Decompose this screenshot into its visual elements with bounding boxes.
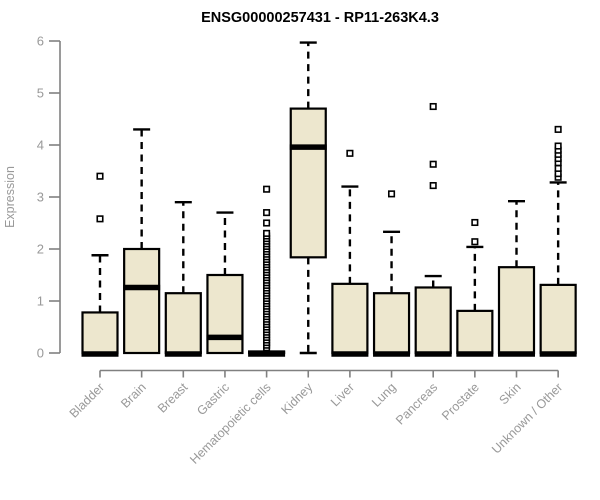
box-rect (539, 283, 577, 355)
box-rect (81, 311, 119, 355)
outlier-point (346, 149, 354, 157)
outlier-point (554, 164, 562, 172)
boxplot-hematopoietic-cells (248, 185, 286, 357)
boxplot-breast (164, 200, 202, 357)
x-category-label: Hematopoietic cells (187, 380, 274, 467)
x-category-label: Breast (155, 380, 191, 416)
y-tick-label: 5 (37, 86, 44, 101)
outlier-point (263, 219, 271, 227)
x-category-label: Gastric (194, 380, 232, 418)
outlier-point (429, 102, 437, 111)
boxplot-gastric (206, 211, 244, 355)
y-axis-label: Expression (3, 166, 17, 228)
boxplot-bladder (81, 172, 119, 357)
outlier-point (96, 215, 104, 223)
outlier-point (96, 172, 104, 180)
y-tick-label: 0 (37, 346, 44, 361)
plot-area: 0 1 2 3 4 5 6 Bladder Brain Breast GastricHematopo… (37, 34, 577, 467)
box-rect (123, 247, 161, 355)
boxplot-lung (372, 190, 411, 357)
y-tick-label: 3 (37, 190, 44, 205)
y-axis: 0 1 2 3 4 5 6 (37, 34, 61, 361)
x-category-label: Liver (328, 380, 357, 409)
outlier-point (263, 229, 271, 237)
outlier-point (263, 209, 271, 217)
boxplot-pancreas (414, 102, 452, 357)
box-rect (414, 286, 452, 355)
outlier-point (554, 142, 562, 150)
y-tick-label: 2 (37, 242, 44, 257)
outlier-point (387, 190, 396, 198)
outlier-point (471, 218, 479, 227)
boxplot-kidney (289, 41, 327, 355)
x-category-label: Unknown / Other (489, 380, 565, 456)
box-rect (164, 292, 202, 355)
x-category-label: Prostate (439, 380, 482, 423)
x-category-label: Kidney (278, 380, 315, 417)
box-rect (331, 282, 369, 355)
boxplot-prostate (456, 218, 494, 357)
boxplot-unknown-other (539, 125, 577, 357)
x-category-label: Brain (118, 380, 149, 411)
box-rect (372, 292, 411, 355)
outlier-point (554, 125, 562, 133)
outlier-point (429, 182, 437, 190)
x-category-label: Bladder (67, 380, 107, 420)
outlier-point (471, 238, 479, 246)
boxplot-liver (331, 149, 369, 357)
box-rect (497, 266, 536, 355)
box-rect (456, 309, 494, 355)
chart-title: ENSG00000257431 - RP11-263K4.3 (201, 10, 439, 26)
boxplot-brain (123, 128, 161, 355)
outlier-point (263, 185, 271, 193)
y-tick-label: 1 (37, 294, 44, 309)
x-category-label: Skin (497, 380, 524, 407)
boxplot-skin (497, 199, 536, 357)
outlier-point (429, 160, 437, 168)
box-rect (206, 273, 244, 355)
x-category-label: Pancreas (393, 380, 440, 427)
y-tick-label: 6 (37, 34, 44, 49)
x-category-label: Lung (369, 380, 399, 410)
y-tick-label: 4 (37, 138, 44, 153)
box-rect (289, 107, 327, 259)
